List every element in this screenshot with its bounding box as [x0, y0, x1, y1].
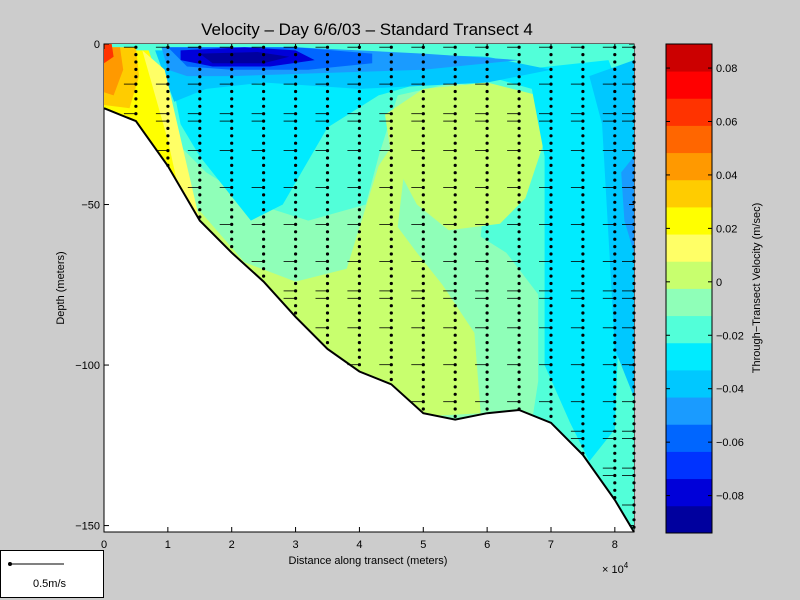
- colorbar-tick-label: −0.08: [716, 491, 744, 503]
- colorbar-tick-label: 0.04: [716, 170, 737, 182]
- colorbar-tick-label: 0.06: [716, 116, 737, 128]
- colorbar-swatch: [666, 451, 712, 480]
- colorbar-swatch: [666, 397, 712, 425]
- colorbar-tick-label: 0.08: [716, 63, 737, 75]
- colorbar-tick-label: −0.02: [716, 330, 744, 342]
- field-lime-lower: [180, 146, 481, 417]
- velocity-profile: [602, 45, 617, 500]
- field-blue-right: [621, 156, 634, 253]
- velocity-profile: [251, 45, 266, 278]
- field-cyan-upper: [167, 60, 628, 462]
- x-multiplier: × 104: [602, 561, 629, 576]
- x-axis: 0 1 2 3 4 5 6 7 8: [101, 44, 618, 551]
- colorbar-swatch: [666, 152, 712, 181]
- colorbar-label: Through−Transect Velocity (m/sec): [751, 203, 763, 373]
- x-multiplier-base: × 10: [602, 564, 624, 576]
- y-axis-label: Depth (meters): [55, 251, 67, 324]
- field-nearshore-lightyellow: [142, 50, 200, 221]
- velocity-profile: [123, 45, 138, 116]
- colorbar-swatch: [666, 315, 712, 344]
- x-axis-label: Distance along transect (meters): [289, 555, 448, 567]
- colorbar-swatch: [666, 234, 712, 262]
- colorbar-swatch: [666, 179, 712, 208]
- velocity-profile: [187, 45, 202, 219]
- velocity-profile: [411, 45, 425, 411]
- x-tick-label: 6: [484, 539, 490, 551]
- velocity-profile: [507, 45, 521, 411]
- y-tick-label: −150: [75, 521, 100, 533]
- x-tick-label: 2: [229, 539, 235, 551]
- colorbar-swatch: [666, 44, 712, 72]
- velocity-profile: [539, 45, 553, 418]
- velocity-profile: [570, 45, 585, 455]
- colorbar-tick-label: −0.04: [716, 384, 744, 396]
- colorbar-swatch: [666, 288, 712, 317]
- scale-arrow-label: 0.5m/s: [33, 578, 67, 590]
- velocity-profiles: [123, 45, 636, 529]
- colorbar-swatch: [666, 71, 712, 99]
- scale-arrow: [8, 562, 64, 566]
- velocity-profile: [283, 45, 298, 315]
- y-tick-label: −100: [75, 360, 100, 372]
- colorbar: 0.08 0.06 0.04 0.02 0 −0.02 −0.04 −0.06 −0.08: [665, 43, 744, 534]
- colorbar-tick-label: 0.02: [716, 223, 737, 235]
- colorbar-swatch: [666, 505, 712, 534]
- colorbar-swatch: [666, 125, 712, 154]
- y-axis: 0 −50 −100 −150: [75, 39, 634, 533]
- x-tick-label: 8: [612, 539, 618, 551]
- x-tick-label: 4: [356, 539, 362, 551]
- colorbar-swatch: [666, 478, 712, 507]
- colorbar-tick-label: 0: [716, 277, 722, 289]
- x-tick-label: 5: [420, 539, 426, 551]
- x-tick-label: 0: [101, 539, 107, 551]
- colorbar-swatch: [666, 424, 712, 452]
- x-multiplier-exponent: 4: [624, 561, 629, 570]
- colorbar-swatch: [666, 342, 712, 371]
- field-nearshore-red: [104, 44, 114, 64]
- y-tick-label: −50: [81, 200, 100, 212]
- velocity-profile: [347, 45, 361, 367]
- bottom-profile-line: [103, 107, 635, 533]
- field-lime-upper: [385, 82, 545, 231]
- field-navy: [199, 52, 290, 64]
- colorbar-swatch: [666, 370, 712, 398]
- colorbar-swatch: [666, 261, 712, 289]
- colorbar-swatch: [666, 98, 712, 126]
- velocity-profile: [219, 45, 234, 249]
- velocity-profile: [475, 45, 489, 411]
- colorbar-tick-label: −0.06: [716, 437, 744, 449]
- scale-legend-box: [0, 550, 104, 598]
- colorbar-swatch: [666, 207, 712, 235]
- velocity-profile: [443, 45, 457, 418]
- x-tick-label: 3: [293, 539, 299, 551]
- field-cyan-right: [589, 60, 634, 398]
- x-tick-label: 1: [165, 539, 171, 551]
- velocity-profile: [315, 45, 330, 345]
- chart-title: Velocity – Day 6/6/03 – Standard Transec…: [201, 20, 533, 39]
- velocity-profile: [379, 45, 393, 382]
- y-tick-label: 0: [94, 39, 100, 51]
- x-tick-label: 7: [548, 539, 554, 551]
